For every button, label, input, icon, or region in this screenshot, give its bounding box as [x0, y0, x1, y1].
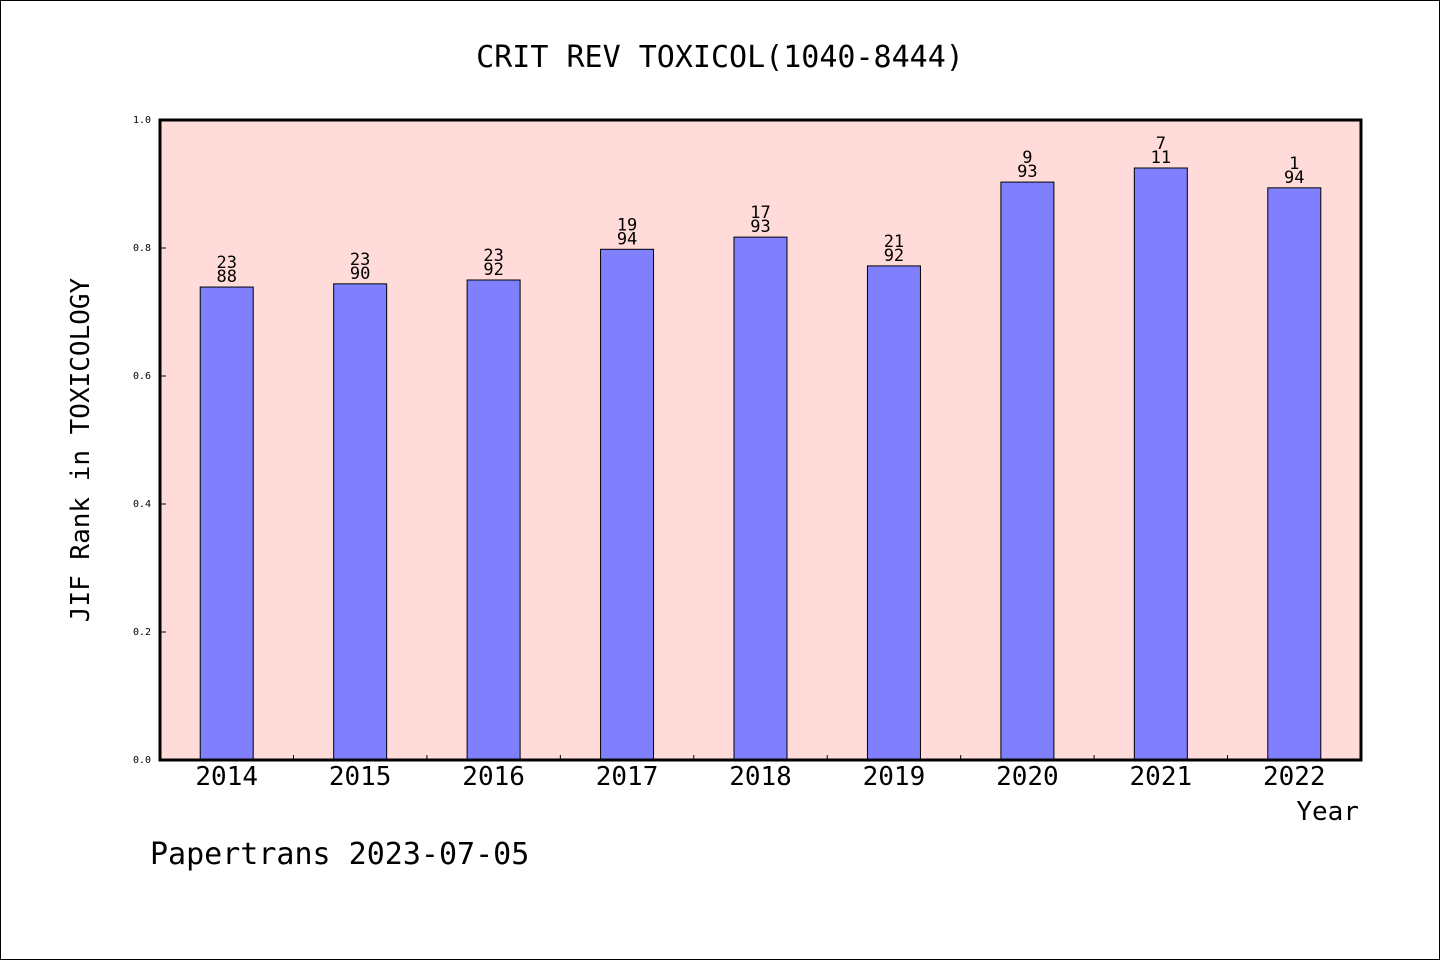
bar-label-total: 92 — [884, 246, 904, 266]
bar-label-total: 88 — [216, 267, 236, 287]
bar-label-total: 94 — [1284, 168, 1304, 188]
bar-2022 — [1267, 187, 1322, 761]
y-axis-label: JIF Rank in TOXICOLOGY — [66, 277, 96, 622]
x-tick-label: 2021 — [1130, 762, 1193, 792]
bar-2017 — [600, 248, 655, 761]
bar-label-rank: 23 — [350, 250, 370, 270]
y-tick-label: 0.0 — [133, 755, 151, 766]
plot-border — [158, 118, 1363, 762]
bar-2015 — [333, 283, 388, 761]
bar-2016 — [466, 279, 521, 761]
chart-title: CRIT REV TOXICOL(1040-8444) — [476, 40, 964, 75]
y-tick-label: 0.6 — [133, 371, 151, 382]
bar-label-total: 92 — [483, 260, 503, 280]
bar-label-rank: 1 — [1289, 154, 1299, 174]
x-tick-label: 2022 — [1263, 762, 1326, 792]
footer-text: Papertrans 2023-07-05 — [150, 837, 529, 872]
x-tick-label: 2018 — [729, 762, 792, 792]
y-tick-label: 1.0 — [133, 115, 151, 126]
x-tick-label: 2020 — [996, 762, 1059, 792]
bar-label-total: 94 — [617, 229, 637, 249]
x-tick-label: 2019 — [863, 762, 926, 792]
bar-2019 — [866, 265, 921, 761]
bar-label-total: 11 — [1151, 148, 1171, 168]
bar-2020 — [1000, 181, 1055, 761]
bar-label-total: 93 — [1017, 162, 1037, 182]
y-tick-label: 0.8 — [133, 243, 151, 254]
bar-label-rank: 9 — [1022, 148, 1032, 168]
x-tick-label: 2014 — [195, 762, 258, 792]
bar-label-total: 90 — [350, 264, 370, 284]
bar-2021 — [1133, 167, 1188, 761]
ticks-layer: 2014 2015 2016 2017 2018 2019 2020 2021 2022 0.0 0… — [133, 115, 1326, 792]
bar-label-total: 93 — [750, 217, 770, 237]
y-tick-label: 0.4 — [133, 499, 151, 510]
bar-label-rank: 7 — [1156, 134, 1166, 154]
bar-label-rank: 21 — [884, 232, 904, 252]
bar-2018 — [733, 236, 788, 761]
bar-2014 — [199, 286, 254, 761]
bar-label-rank: 23 — [216, 253, 236, 273]
x-axis-label: Year — [1296, 797, 1359, 827]
x-tick-label: 2015 — [329, 762, 392, 792]
bar-label-rank: 19 — [617, 215, 637, 235]
x-tick-label: 2017 — [596, 762, 659, 792]
x-tick-label: 2016 — [462, 762, 525, 792]
bar-label-rank: 23 — [483, 246, 503, 266]
bar-label-rank: 17 — [750, 203, 770, 223]
y-tick-label: 0.2 — [133, 627, 151, 638]
